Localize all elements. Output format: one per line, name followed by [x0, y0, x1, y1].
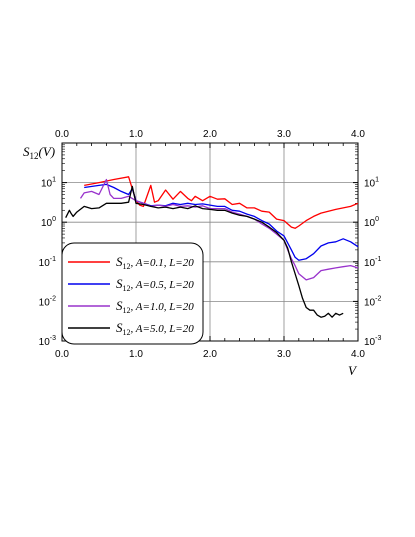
- x-tick-label-top: 2.0: [203, 129, 217, 140]
- legend-label-4: S12, A=5.0, L=20: [116, 320, 194, 337]
- series-line-3: [79, 178, 359, 281]
- y-axis-title-rest: (V): [39, 144, 56, 159]
- y-tick-label-left: 101: [41, 177, 56, 190]
- y-tick-label-left: 100: [41, 216, 56, 229]
- legend-label-3: S12, A=1.0, L=20: [116, 298, 194, 315]
- series-line-4: [65, 185, 344, 318]
- x-tick-label-bottom: 4.0: [351, 349, 365, 360]
- legend-label-2: S12, A=0.5, L=20: [116, 276, 194, 293]
- x-tick-label-bottom: 2.0: [203, 349, 217, 360]
- tick-labels: 0.0 0.0 1.0 1.0 2.0 2.0 3.0 3.0 4.0 4.0 101 101 100 1…: [39, 129, 382, 360]
- legend: S12, A=0.1, L=20 S12, A=0.5, L=20 S12, A=1…: [61, 242, 204, 345]
- y-axis-title: S12(V): [23, 144, 55, 161]
- series-line-1: [84, 176, 359, 229]
- x-axis-title: V: [348, 363, 358, 378]
- y-tick-label-right: 10-1: [364, 256, 381, 269]
- x-tick-label-bottom: 0.0: [55, 349, 69, 360]
- x-tick-label-top: 3.0: [277, 129, 291, 140]
- y-tick-label-right: 10-2: [364, 295, 381, 308]
- x-tick-label-bottom: 1.0: [129, 349, 143, 360]
- x-tick-label-bottom: 3.0: [277, 349, 291, 360]
- x-tick-label-top: 4.0: [351, 129, 365, 140]
- x-tick-label-top: 0.0: [55, 129, 69, 140]
- y-axis-title-sub: 12: [30, 151, 39, 161]
- y-tick-label-left: 10-3: [39, 335, 56, 348]
- legend-label-1: S12, A=0.1, L=20: [116, 254, 194, 271]
- legend-box: [61, 242, 204, 345]
- y-tick-label-right: 10-3: [364, 335, 381, 348]
- x-tick-label-top: 1.0: [129, 129, 143, 140]
- y-axis-title-main: S: [23, 144, 30, 159]
- y-tick-label-left: 10-1: [39, 256, 56, 269]
- y-tick-label-right: 101: [364, 177, 379, 190]
- y-tick-label-right: 100: [364, 216, 379, 229]
- series-lines: [65, 176, 359, 318]
- y-tick-label-left: 10-2: [39, 295, 56, 308]
